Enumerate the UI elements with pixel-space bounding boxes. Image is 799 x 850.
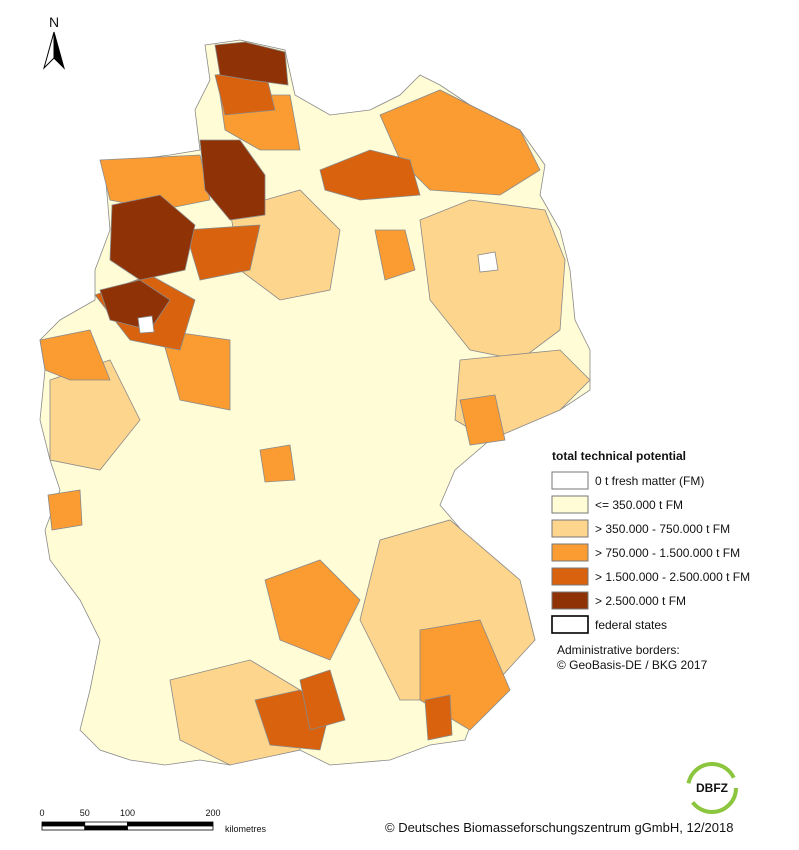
region xyxy=(459,394,506,446)
north-arrow xyxy=(53,31,65,70)
scale-segment xyxy=(41,825,86,831)
legend-swatch xyxy=(551,543,589,562)
region xyxy=(47,489,83,531)
region xyxy=(477,251,499,273)
logo-ring xyxy=(686,762,738,814)
region xyxy=(299,669,346,731)
legend-title: total technical potential xyxy=(552,449,686,463)
scale-segment xyxy=(127,821,214,827)
scale-segment xyxy=(41,821,86,827)
legend-label: > 750.000 - 1.500.000 t FM xyxy=(595,546,740,560)
scale-label: 100 xyxy=(120,808,135,818)
legend-label: federal states xyxy=(595,618,667,632)
region xyxy=(137,315,155,334)
region xyxy=(419,199,566,361)
scale-unit: kilometres xyxy=(225,824,267,834)
region xyxy=(199,139,266,221)
note: © GeoBasis-DE / BKG 2017 xyxy=(557,658,708,672)
scale-segment xyxy=(84,821,128,827)
scale-label: 0 xyxy=(39,808,44,818)
region xyxy=(424,694,453,741)
legend-swatch xyxy=(551,591,589,610)
legend: 0 t fresh matter (FM) <= 350.000 t FM > 35… xyxy=(551,471,750,634)
north-arrow xyxy=(43,31,55,70)
legend-label: > 2.500.000 t FM xyxy=(595,594,686,608)
legend-swatch xyxy=(551,519,589,538)
scale-segment xyxy=(84,825,128,831)
scale-segment xyxy=(127,825,214,831)
region xyxy=(99,154,211,211)
scale-label: 200 xyxy=(205,808,220,818)
region xyxy=(319,149,421,201)
legend-label: > 350.000 - 750.000 t FM xyxy=(595,522,730,536)
region xyxy=(214,41,289,86)
scale-label: 50 xyxy=(80,808,90,818)
legend-label: <= 350.000 t FM xyxy=(595,498,683,512)
legend-label: 0 t fresh matter (FM) xyxy=(595,474,704,488)
logo: DBFZ xyxy=(696,781,728,795)
region xyxy=(39,329,111,381)
legend-swatch xyxy=(551,567,589,586)
legend-swatch xyxy=(551,471,589,490)
region xyxy=(259,444,296,483)
note: Administrative borders: xyxy=(557,643,680,657)
credit: © Deutsches Biomasseforschungszentrum gG… xyxy=(385,820,733,835)
region xyxy=(159,329,231,411)
region xyxy=(184,224,261,281)
legend-swatch xyxy=(551,615,589,634)
scale-bar: 0 50 100 200 kilometres xyxy=(39,808,266,834)
legend-swatch xyxy=(551,495,589,514)
region xyxy=(264,559,361,661)
legend-label: > 1.500.000 - 2.500.000 t FM xyxy=(595,570,750,584)
north-label: N xyxy=(49,14,59,30)
region xyxy=(374,229,416,281)
region xyxy=(109,194,196,281)
